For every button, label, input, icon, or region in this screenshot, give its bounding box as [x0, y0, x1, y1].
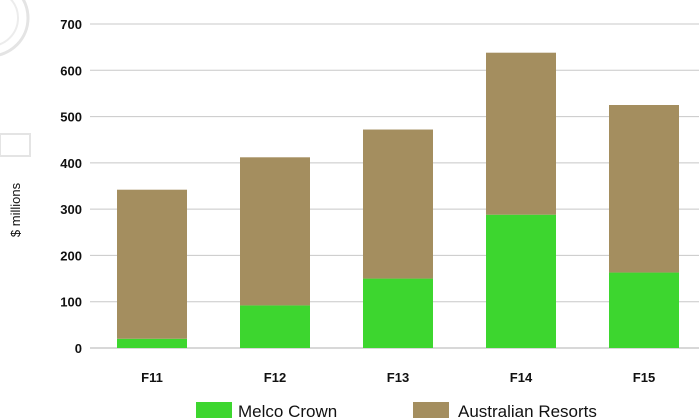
y-tick-labels: 0 100 200 300 400 500 600 700 — [60, 17, 82, 356]
y-tick-label: 500 — [60, 110, 82, 125]
x-category-label: F15 — [633, 370, 655, 385]
bar-f13-australian-resorts — [363, 129, 433, 279]
y-tick-label: 200 — [60, 248, 82, 263]
bar-f13-melco-crown — [363, 278, 433, 348]
legend-swatch — [196, 402, 232, 418]
legend-swatch — [413, 402, 449, 418]
bar-f14-australian-resorts — [486, 52, 556, 215]
x-category-labels: F11 F12 F13 F14 F15 — [141, 370, 655, 385]
y-tick-label: 300 — [60, 202, 82, 217]
bar-f14-melco-crown — [486, 214, 556, 348]
bar-f12-melco-crown — [240, 305, 310, 348]
bar-f15-australian-resorts — [609, 105, 679, 273]
bar-f12-australian-resorts — [240, 157, 310, 306]
bar-f11-melco-crown — [117, 338, 187, 348]
bar-f15-melco-crown — [609, 272, 679, 348]
legend-label: Melco Crown — [238, 402, 337, 418]
bar-f11-australian-resorts — [117, 189, 187, 339]
background-decoration — [0, 0, 31, 157]
legend-label: Australian Resorts — [458, 402, 597, 418]
legend: Melco Crown Australian Resorts — [196, 402, 597, 418]
x-category-label: F13 — [387, 370, 409, 385]
y-tick-label: 600 — [60, 63, 82, 78]
y-tick-label: 0 — [75, 341, 82, 356]
y-tick-label: 400 — [60, 156, 82, 171]
y-tick-label: 100 — [60, 295, 82, 310]
x-category-label: F14 — [510, 370, 533, 385]
x-category-label: F11 — [141, 370, 163, 385]
bars — [117, 52, 679, 348]
x-category-label: F12 — [264, 370, 286, 385]
y-tick-label: 700 — [60, 17, 82, 32]
y-axis-title: $ millions — [8, 182, 23, 237]
